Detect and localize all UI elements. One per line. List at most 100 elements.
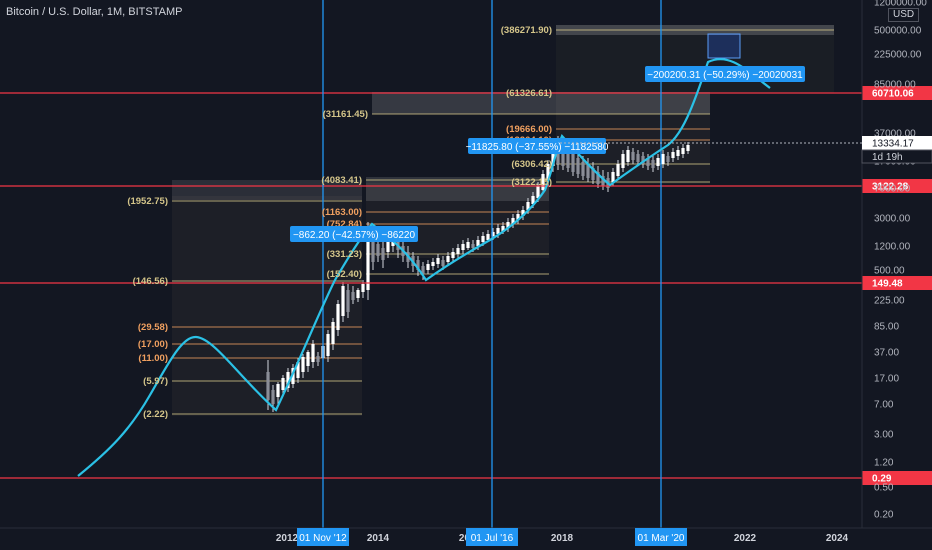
current-price-box xyxy=(862,136,932,150)
fib-level-label: (3122.15) xyxy=(511,177,552,188)
current-price-label: 13334.17 xyxy=(872,139,914,150)
candle-body xyxy=(281,378,285,390)
candle-body xyxy=(646,158,650,166)
candle-body xyxy=(351,292,355,300)
candle-body xyxy=(301,357,305,372)
currency-badge[interactable]: USD xyxy=(888,8,920,22)
candle-body xyxy=(476,240,480,246)
candle-body xyxy=(566,150,570,168)
price-label-box xyxy=(862,471,932,485)
measure-labels[interactable]: −862.20 (−42.57%) −86220 −11825.80 (−37.5… xyxy=(290,66,805,242)
candle-body xyxy=(381,248,385,260)
fib-level-label: (386271.90) xyxy=(501,25,552,36)
price-label-box xyxy=(862,276,932,290)
candle-body xyxy=(346,290,350,312)
candle-body xyxy=(481,236,485,242)
fib-level-label: (11.00) xyxy=(138,353,168,364)
candle-body xyxy=(681,148,685,154)
candle-body xyxy=(666,156,670,162)
candle-body xyxy=(341,286,345,316)
price-axis[interactable]: 1200000.00 500000.00 225000.00 85000.00 3700… xyxy=(560,0,932,528)
candle-body xyxy=(491,232,495,236)
candle-body xyxy=(431,262,435,266)
candle-body xyxy=(306,352,310,366)
price-tick: 7000.00 xyxy=(874,184,911,195)
price-tick: 500.00 xyxy=(874,266,905,277)
fib-level-label: (4083.41) xyxy=(321,175,362,186)
candle-body xyxy=(356,290,360,298)
fib-band-top xyxy=(366,177,549,201)
candle-body xyxy=(331,322,335,344)
fib-band-top xyxy=(372,92,710,114)
fib-level-label: (752.84) xyxy=(327,219,362,230)
fib-level-label: (152.40) xyxy=(327,269,362,280)
price-tick: 17.00 xyxy=(874,374,899,385)
candle-body xyxy=(586,164,590,178)
price-label: 3122.28 xyxy=(872,182,909,193)
candle-body xyxy=(426,264,430,270)
price-tick: 85.00 xyxy=(874,322,899,333)
candle-body xyxy=(371,236,375,262)
measure-label: −200200.31 (−50.29%) −20020031 xyxy=(647,70,803,81)
horizontal-levels[interactable]: 60710.06 3122.28 149.48 0.29 xyxy=(0,86,932,485)
candle-body xyxy=(651,160,655,168)
time-tick: 2018 xyxy=(551,533,574,544)
candle-body xyxy=(336,304,340,330)
candle-body xyxy=(266,372,270,400)
candle-body xyxy=(511,218,515,224)
fib-level-label: (331.23) xyxy=(327,249,362,260)
price-tick: 1200.00 xyxy=(874,242,911,253)
price-label: 60710.06 xyxy=(872,89,914,100)
candle-body xyxy=(516,214,520,220)
date-label: 01 Nov '12 xyxy=(299,533,347,544)
measure-label: −862.20 (−42.57%) −86220 xyxy=(293,230,415,241)
candle-body xyxy=(366,226,370,290)
candle-body xyxy=(591,168,595,180)
candle-body xyxy=(311,344,315,362)
candle-body xyxy=(656,158,660,166)
price-tick: 3.00 xyxy=(874,430,894,441)
date-label-box xyxy=(297,528,349,546)
time-tick: 2024 xyxy=(826,533,849,544)
candle-body xyxy=(531,196,535,204)
countdown-label: 1d 19h xyxy=(872,152,903,163)
price-tick: 37.00 xyxy=(874,348,899,359)
candle-body xyxy=(496,228,500,234)
price-tick: 37000.00 xyxy=(874,129,916,140)
candle-body xyxy=(641,156,645,164)
candle-body xyxy=(421,266,425,274)
candle-body xyxy=(276,384,280,397)
candle-body xyxy=(466,242,470,248)
time-axis[interactable]: 201220142016201820202022202401 Nov '1201… xyxy=(0,527,932,546)
cycle-curve[interactable] xyxy=(77,58,771,477)
price-tick: 0.20 xyxy=(874,510,894,521)
price-label-box xyxy=(862,86,932,100)
candle-body xyxy=(471,244,475,248)
candle-body xyxy=(296,362,300,378)
fib-band-top xyxy=(172,180,362,200)
candle-body xyxy=(386,240,390,252)
fib-level-label: (61326.61) xyxy=(506,88,552,99)
measure-label-box xyxy=(468,138,606,154)
candle-body xyxy=(326,334,330,356)
candle-body xyxy=(576,158,580,174)
fib-level-label: (1163.00) xyxy=(322,207,362,218)
time-tick: 2012 xyxy=(276,533,299,544)
fib-level-label: (6306.42) xyxy=(511,159,552,170)
fib-level-label: (5.97) xyxy=(143,376,168,387)
candle-body xyxy=(536,186,540,198)
candle-body xyxy=(361,284,365,292)
candle-body xyxy=(376,244,380,256)
candle-body xyxy=(271,390,275,404)
countdown-box xyxy=(861,149,932,164)
candle-body xyxy=(626,150,630,162)
price-tick: 0.50 xyxy=(874,483,894,494)
time-tick: 2014 xyxy=(367,533,390,544)
fib-level-label: (29.58) xyxy=(138,322,168,333)
date-label: 01 Mar '20 xyxy=(638,533,685,544)
candle-body xyxy=(526,202,530,210)
price-tick: 1.20 xyxy=(874,458,894,469)
fib-level-label: (19666.00) xyxy=(506,124,552,135)
candle-body xyxy=(661,154,665,164)
